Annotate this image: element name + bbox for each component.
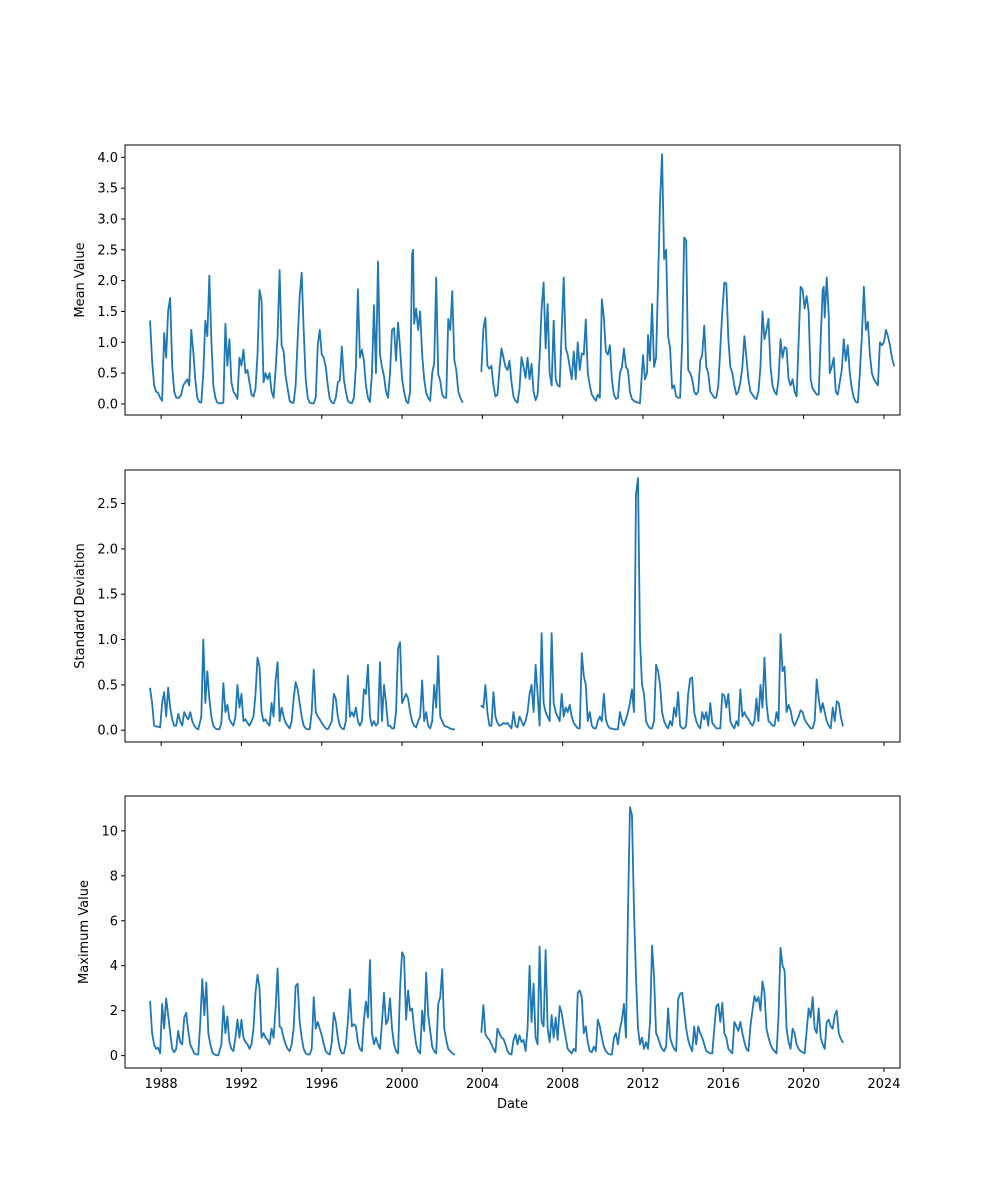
y-tick-label: 2.0	[97, 274, 118, 289]
series-line	[149, 951, 456, 1057]
y-tick-label: 0.5	[97, 678, 118, 693]
y-tick-label: 0	[110, 1049, 118, 1064]
y-tick-label: 4	[110, 959, 118, 974]
y-tick-label: 1.0	[97, 633, 118, 648]
y-tick-label: 3.0	[97, 212, 118, 227]
y-tick-label: 0.0	[97, 397, 118, 412]
y-tick-label: 2	[110, 1004, 118, 1019]
y-tick-label: 2.5	[97, 497, 118, 512]
plot-frame	[124, 795, 901, 1069]
y-tick-label: 1.0	[97, 336, 118, 351]
y-tick-label: 2.5	[97, 243, 118, 258]
plot-frame	[124, 469, 901, 743]
subplot-2: 0.0 0.5 1.0 1.5 2.0 2.5 Standard Deviation	[73, 469, 901, 746]
y-tick-label: 1.5	[97, 588, 118, 603]
x-tick-label: 2004	[466, 1077, 499, 1092]
subplot-1: 0.0 0.5 1.0 1.5 2.0 2.5 3.0 3.5 4.0 Mean Value	[73, 144, 901, 419]
plot-frame	[124, 144, 901, 416]
y-tick-label: 10	[101, 824, 118, 839]
x-tick-label: 2000	[386, 1077, 419, 1092]
y-tick-label: 4.0	[97, 151, 118, 166]
x-axis-label: Date	[497, 1097, 528, 1112]
x-tick-label: 2016	[707, 1077, 740, 1092]
subplot-3: 0 2 4 6 8 10 1988 1992 1996 2000 2004 2008 2012 2016 2…	[77, 795, 901, 1112]
y-tick-label: 3.5	[97, 182, 118, 197]
y-tick-label: 1.5	[97, 305, 118, 320]
y-tick-label: 0.0	[97, 724, 118, 739]
x-tick-label: 1988	[145, 1077, 178, 1092]
series-line	[480, 806, 844, 1056]
x-tick-label: 2020	[787, 1077, 820, 1092]
series-line	[149, 638, 456, 731]
series-line	[149, 248, 464, 405]
x-tick-label: 2008	[546, 1077, 579, 1092]
x-tick-label: 1996	[305, 1077, 338, 1092]
series-line	[480, 477, 844, 731]
x-tick-label: 2012	[626, 1077, 659, 1092]
x-tick-label: 2024	[867, 1077, 900, 1092]
y-tick-label: 6	[110, 914, 118, 929]
series-line	[480, 153, 895, 405]
y-axis-label: Mean Value	[73, 242, 88, 317]
y-axis-label: Maximum Value	[77, 880, 92, 984]
x-tick-label: 1992	[225, 1077, 258, 1092]
y-axis-label: Standard Deviation	[73, 543, 88, 668]
y-tick-label: 8	[110, 869, 118, 884]
y-tick-label: 0.5	[97, 367, 118, 382]
y-tick-label: 2.0	[97, 542, 118, 557]
